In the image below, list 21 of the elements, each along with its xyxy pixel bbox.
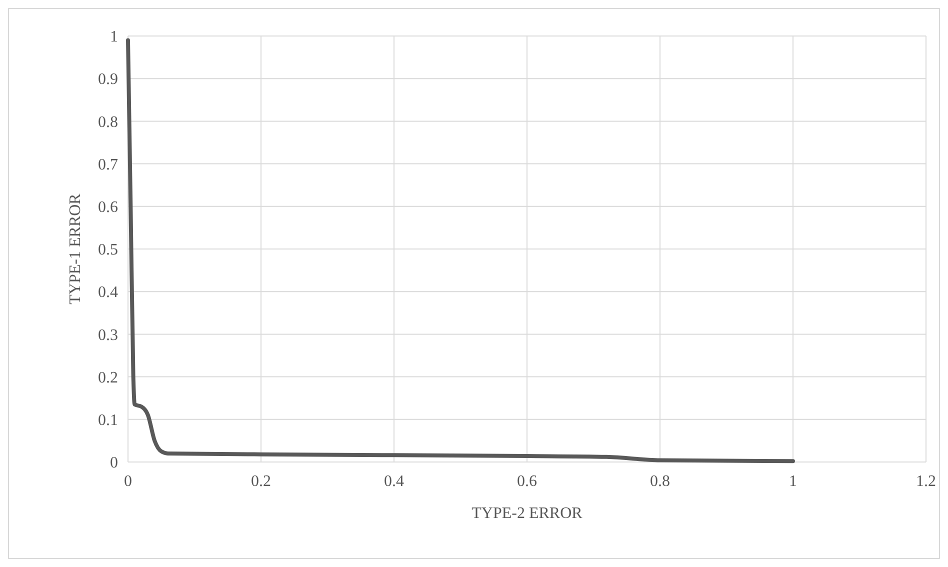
x-tick-label: 0.4 xyxy=(384,473,404,490)
y-tick-label: 0.4 xyxy=(98,284,118,302)
x-tick-label: 1 xyxy=(789,473,797,490)
y-tick-label: 0.9 xyxy=(98,71,118,88)
x-tick-label: 0.6 xyxy=(517,473,537,490)
y-tick-label: 0.7 xyxy=(98,156,118,174)
x-tick-label: 0 xyxy=(124,473,132,490)
x-tick-label: 0.8 xyxy=(650,473,670,490)
y-tick-label: 0.3 xyxy=(98,326,118,344)
y-tick-label: 0 xyxy=(110,454,118,472)
y-tick-label: 0.2 xyxy=(98,369,118,386)
x-tick-label: 1.2 xyxy=(916,473,936,490)
y-tick-label: 0.6 xyxy=(98,199,118,216)
y-tick-label: 0.5 xyxy=(98,242,118,259)
x-tick-label: 0.2 xyxy=(251,473,271,490)
y-axis-title: TYPE-1 ERROR xyxy=(67,193,84,304)
y-tick-label: 0.8 xyxy=(98,114,118,131)
x-axis-title: TYPE-2 ERROR xyxy=(472,505,583,522)
y-tick-label: 1 xyxy=(110,28,118,46)
line-series xyxy=(126,38,795,464)
y-tick-label: 0.1 xyxy=(98,412,118,429)
